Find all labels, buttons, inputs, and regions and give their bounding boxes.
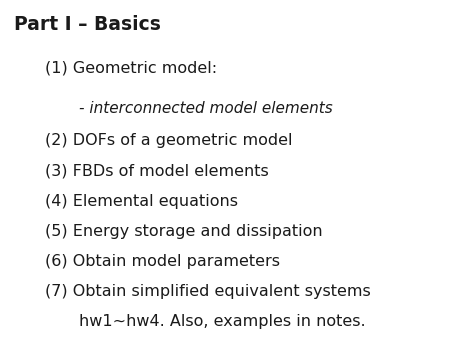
Text: (3) FBDs of model elements: (3) FBDs of model elements	[45, 164, 269, 179]
Text: Part I – Basics: Part I – Basics	[14, 15, 160, 34]
Text: (6) Obtain model parameters: (6) Obtain model parameters	[45, 254, 280, 269]
Text: - interconnected model elements: - interconnected model elements	[79, 101, 333, 116]
Text: (4) Elemental equations: (4) Elemental equations	[45, 194, 238, 209]
Text: (1) Geometric model:: (1) Geometric model:	[45, 61, 217, 76]
Text: (2) DOFs of a geometric model: (2) DOFs of a geometric model	[45, 133, 292, 148]
Text: (5) Energy storage and dissipation: (5) Energy storage and dissipation	[45, 224, 323, 239]
Text: hw1~hw4. Also, examples in notes.: hw1~hw4. Also, examples in notes.	[79, 314, 365, 329]
Text: (7) Obtain simplified equivalent systems: (7) Obtain simplified equivalent systems	[45, 284, 371, 299]
